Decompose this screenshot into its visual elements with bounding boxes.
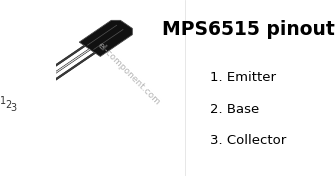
Polygon shape: [12, 49, 90, 102]
Text: 3: 3: [10, 103, 16, 113]
Polygon shape: [7, 45, 85, 99]
Text: el-component.com: el-component.com: [95, 41, 162, 107]
Text: 1: 1: [0, 96, 6, 106]
Text: 2: 2: [5, 100, 11, 110]
Polygon shape: [17, 52, 95, 106]
Text: MPS6515 pinout: MPS6515 pinout: [162, 20, 335, 39]
Text: 3. Collector: 3. Collector: [210, 134, 286, 147]
Text: 1. Emitter: 1. Emitter: [210, 71, 276, 84]
Polygon shape: [79, 20, 132, 56]
Text: 2. Base: 2. Base: [210, 103, 259, 116]
